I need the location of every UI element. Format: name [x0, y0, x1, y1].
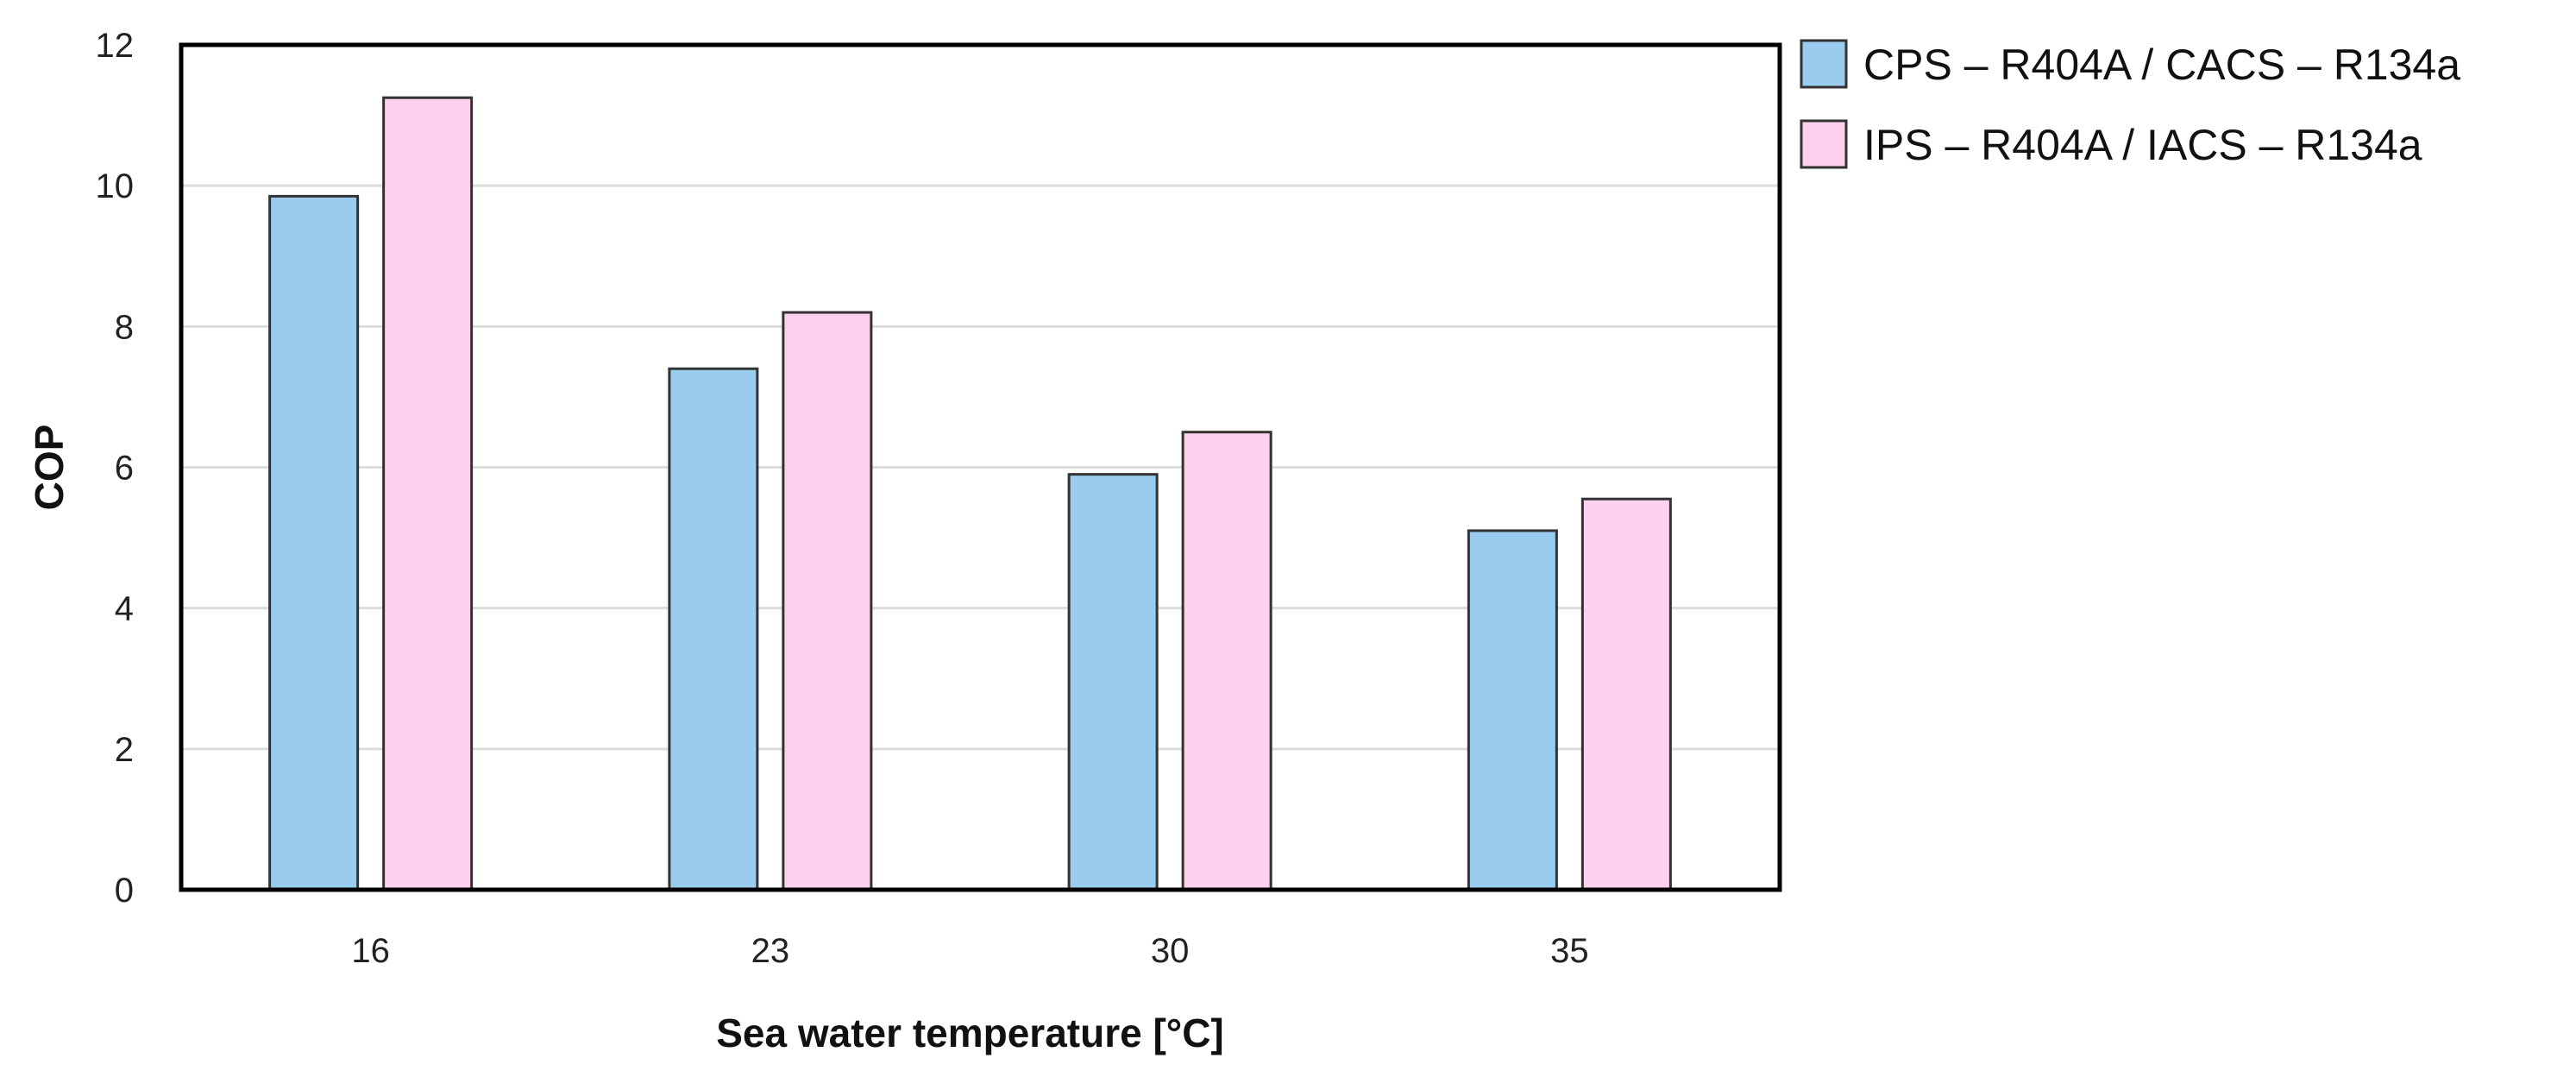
- x-axis-title: Sea water temperature [°C]: [716, 1011, 1223, 1055]
- bar-ips-iacs-30: [1181, 431, 1272, 891]
- y-tick-label: 8: [115, 308, 134, 346]
- x-tick-label: 30: [1151, 932, 1190, 970]
- y-tick-label: 10: [96, 167, 135, 205]
- y-tick-labels: 0 2 4 6 8 10 12: [96, 27, 135, 910]
- x-tick-label: 16: [351, 932, 390, 970]
- bar-ips-iacs-23: [782, 311, 873, 891]
- bar-cps-cacs-30: [1067, 473, 1159, 891]
- bar-ips-iacs-16: [382, 96, 474, 891]
- legend-label-ips-iacs: IPS – R404A / IACS – R134a: [1863, 121, 2422, 169]
- x-tick-label: 23: [751, 932, 790, 970]
- x-tick-labels: 16 23 30 35: [351, 932, 1588, 970]
- y-tick-label: 2: [115, 731, 134, 769]
- y-tick-label: 4: [115, 590, 134, 628]
- y-tick-label: 6: [115, 450, 134, 488]
- bar-cps-cacs-23: [668, 367, 759, 891]
- plot-frame: [179, 42, 1782, 892]
- legend-swatch-ips-iacs: [1800, 119, 1848, 169]
- bars: [268, 96, 1672, 891]
- y-axis-title: COP: [27, 425, 72, 511]
- legend-label-cps-cacs: CPS – R404A / CACS – R134a: [1863, 41, 2460, 89]
- legend: CPS – R404A / CACS – R134a IPS – R404A / …: [1800, 39, 2460, 169]
- y-tick-label: 0: [115, 872, 134, 910]
- x-tick-label: 35: [1550, 932, 1589, 970]
- y-tick-label: 12: [96, 27, 135, 65]
- legend-swatch-cps-cacs: [1800, 39, 1848, 89]
- bar-ips-iacs-35: [1580, 497, 1672, 891]
- bar-cps-cacs-16: [268, 194, 360, 891]
- bar-cps-cacs-35: [1467, 529, 1558, 891]
